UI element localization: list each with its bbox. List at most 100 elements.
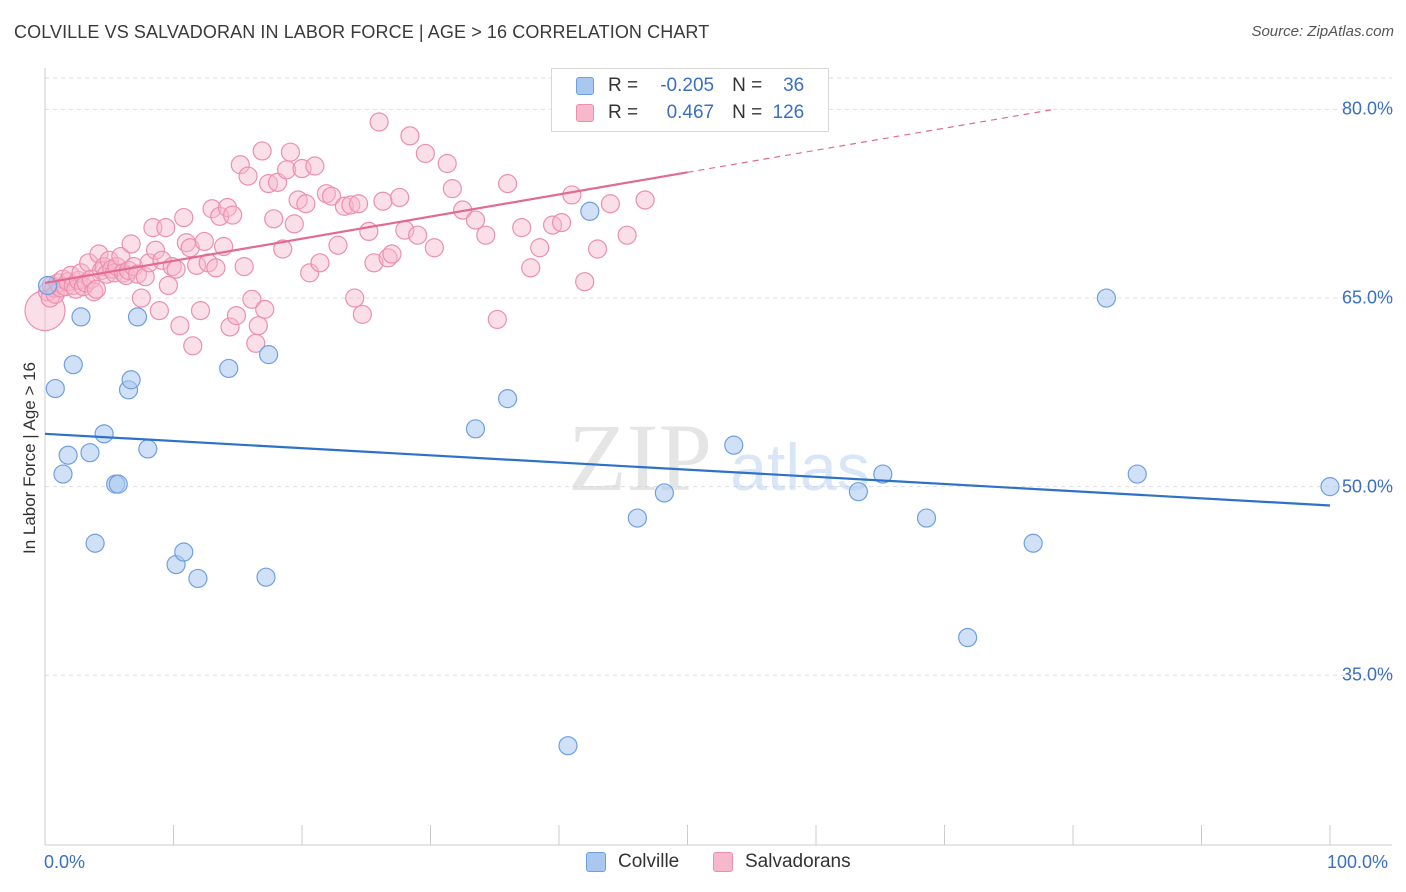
salvadoran-point: [131, 288, 151, 308]
bottom-legend-colville: Colville: [586, 851, 679, 873]
colville-point: [498, 389, 518, 409]
salvadoran-point: [300, 263, 320, 283]
x-tick-label-min: 0.0%: [44, 852, 86, 872]
salvadoran-point: [562, 185, 582, 205]
salvadoran-n-label: N =: [732, 102, 763, 123]
colville-point: [627, 508, 647, 528]
salvadoran-point: [487, 309, 507, 330]
salvadoran-point: [305, 156, 325, 176]
colville-point: [219, 358, 239, 379]
colville-point: [108, 474, 128, 494]
colville-point: [654, 483, 674, 503]
colville-point: [873, 464, 893, 484]
colville-point: [580, 201, 600, 221]
salvadoran-point: [238, 166, 258, 186]
y-tick-label: 65.0%: [1341, 287, 1393, 308]
salvadoran-point: [84, 282, 104, 302]
colville-r-label: R =: [608, 75, 639, 96]
bottom-legend-salvadoran: Salvadorans: [713, 851, 851, 873]
colville-trend-line: [44, 432, 1331, 507]
colville-point: [127, 307, 148, 327]
y-tick-label: 50.0%: [1341, 476, 1393, 497]
salvadoran-point: [587, 239, 608, 259]
colville-point: [1023, 533, 1043, 553]
salvadoran-point: [145, 240, 166, 260]
legend-row-colville: R = -0.205 N = 36: [576, 73, 804, 99]
salvadoran-point: [264, 209, 284, 229]
salvadoran-point: [280, 142, 301, 162]
salvadoran-point: [437, 153, 457, 174]
salvadoran-point: [424, 238, 444, 258]
salvadoran-point: [498, 174, 518, 194]
colville-point: [80, 443, 100, 463]
colville-point: [558, 736, 578, 756]
salvadoran-r-label: R =: [608, 102, 639, 123]
colville-point: [58, 445, 78, 465]
colville-point: [256, 567, 276, 587]
salvadoran-point: [369, 112, 389, 132]
salvadoran-point: [635, 190, 655, 210]
salvadoran-point: [230, 155, 250, 175]
colville-point: [37, 275, 58, 296]
salvadoran-point: [465, 210, 486, 230]
colville-point: [465, 419, 486, 439]
salvadoran-point: [248, 316, 268, 336]
salvadoran-point: [378, 248, 398, 268]
salvadoran-point: [321, 186, 342, 206]
salvadoran-r-value: 0.467: [666, 102, 715, 123]
colville-point: [45, 378, 65, 399]
watermark-zip: ZIP: [568, 404, 712, 511]
colville-point: [63, 355, 83, 375]
salvadoran-point: [328, 235, 348, 255]
colville-n-label: N =: [732, 75, 763, 96]
salvadoran-point: [512, 218, 532, 238]
salvadoran-point: [530, 238, 550, 258]
axes: [44, 68, 1392, 846]
salvadoran-point: [174, 207, 194, 228]
salvadoran-point: [255, 299, 275, 319]
colville-r-value: -0.205: [660, 75, 715, 96]
salvadoran-point: [415, 143, 435, 164]
colville-point: [174, 542, 194, 562]
salvadoran-point: [242, 289, 262, 309]
salvadoran-point: [170, 316, 190, 336]
colville-point: [138, 439, 158, 459]
salvadoran-point: [127, 264, 148, 284]
salvadoran-point: [617, 225, 637, 245]
salvadoran-point: [476, 225, 496, 245]
salvadoran-point: [310, 253, 330, 273]
salvadoran-point: [234, 257, 254, 277]
salvadoran-point: [223, 205, 243, 225]
salvadoran-point: [352, 304, 372, 324]
salvadoran-point: [86, 279, 107, 299]
chart-title: COLVILLE VS SALVADORAN IN LABOR FORCE | …: [14, 22, 710, 42]
salvadoran-point: [121, 234, 141, 254]
bottom-salvadoran-label: Salvadorans: [745, 851, 851, 872]
salvadoran-point: [551, 212, 572, 233]
trend-lines: [44, 108, 1331, 507]
bottom-colville-swatch: [586, 852, 606, 872]
salvadoran-trend-line: [44, 171, 688, 285]
legend-row-salvadoran: R = 0.467 N = 126: [576, 100, 804, 126]
colville-point: [85, 533, 105, 553]
colville-point: [848, 482, 869, 502]
watermark-atlas: atlas: [730, 430, 869, 504]
colville-point: [724, 435, 744, 455]
salvadoran-point: [296, 194, 316, 214]
source-label: Source: ZipAtlas.com: [1251, 23, 1394, 40]
salvadoran-point: [190, 301, 211, 321]
salvadoran-point: [149, 301, 169, 321]
colville-point: [958, 627, 978, 648]
salvadoran-point: [226, 306, 247, 326]
colville-point: [188, 568, 208, 589]
salvadoran-point: [364, 253, 384, 273]
colville-point: [71, 307, 91, 327]
salvadoran-swatch: [576, 104, 594, 122]
salvadoran-point: [521, 258, 541, 278]
x-tick-label-max: 100.0%: [1327, 852, 1389, 872]
salvadoran-point: [334, 196, 355, 216]
salvadoran-point: [382, 244, 402, 264]
salvadoran-point: [575, 272, 595, 292]
colville-point: [916, 508, 937, 528]
